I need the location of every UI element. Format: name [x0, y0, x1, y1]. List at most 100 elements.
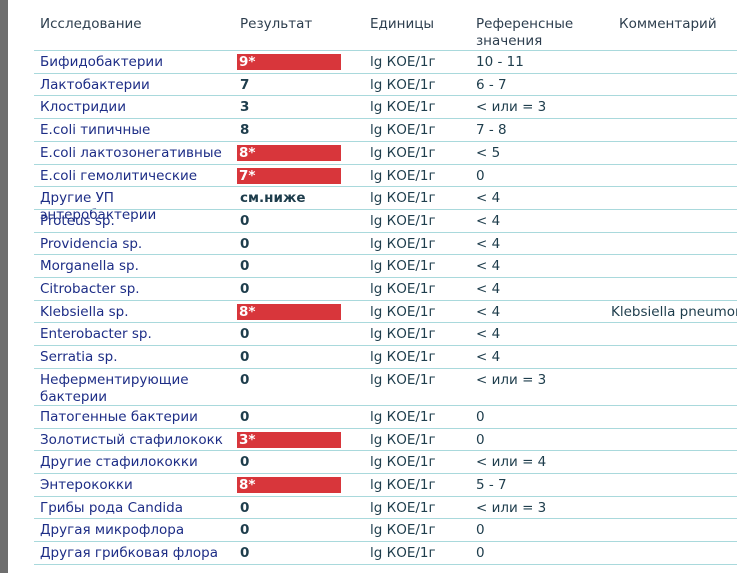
test-name: Другая грибковая флора — [40, 545, 218, 561]
result-value: 0 — [240, 454, 250, 471]
unit: lg КОЕ/1г — [370, 454, 436, 471]
row-separator — [34, 427, 737, 429]
result-value: см.ниже — [240, 190, 306, 207]
row-separator — [34, 186, 737, 188]
row-separator — [34, 563, 737, 565]
unit: lg КОЕ/1г — [370, 76, 436, 93]
row-separator — [34, 208, 737, 210]
reference: < 4 — [476, 190, 501, 207]
test-name: Другие УП энтеробактерии — [40, 190, 157, 224]
unit: lg КОЕ/1г — [370, 212, 436, 229]
reference: 0 — [476, 431, 485, 448]
header-cell: Единицы — [370, 16, 435, 32]
result-value: 0 — [240, 545, 250, 561]
reference: < 5 — [476, 144, 501, 161]
test-name: E.coli лактозонегативные — [40, 144, 222, 161]
test-name: Другая микрофлора — [40, 522, 185, 539]
row-separator — [34, 367, 737, 369]
unit: lg КОЕ/1г — [370, 167, 436, 184]
result-value: 0 — [240, 281, 250, 297]
unit: lg КОЕ/1г — [370, 303, 436, 320]
result-value: 9* — [239, 54, 256, 70]
unit: lg КОЕ/1г — [370, 235, 436, 252]
test-name: Клостридии — [40, 99, 126, 116]
reference: 10 - 11 — [476, 54, 524, 70]
unit: lg КОЕ/1г — [370, 476, 436, 493]
unit: lg КОЕ/1г — [370, 522, 436, 539]
unit: lg КОЕ/1г — [370, 431, 436, 448]
result-value: 8 — [240, 122, 250, 139]
unit: lg КОЕ/1г — [370, 144, 436, 161]
reference: 0 — [476, 545, 485, 561]
result-value: 0 — [240, 371, 250, 388]
row-separator — [34, 277, 737, 278]
reference: < 4 — [476, 281, 501, 297]
row-separator — [34, 95, 737, 97]
test-name: E.coli гемолитические — [40, 167, 198, 184]
unit: lg КОЕ/1г — [370, 545, 436, 561]
comment: Klebsiella pneumoniae — [611, 303, 737, 320]
row-separator — [34, 140, 737, 142]
test-name: Энтерококки — [40, 476, 133, 493]
row-separator — [34, 299, 737, 301]
row-separator — [34, 541, 737, 542]
reference: < или = 3 — [476, 371, 547, 388]
result-value: 0 — [240, 522, 250, 539]
row-separator — [34, 472, 737, 474]
reference: 0 — [476, 167, 485, 184]
result-value: 0 — [240, 212, 250, 229]
test-name: Лактобактерии — [40, 76, 150, 93]
reference: < или = 4 — [476, 454, 547, 471]
test-name: Serratia sp. — [40, 349, 118, 366]
reference: < 4 — [476, 212, 501, 229]
result-value: 3* — [239, 431, 256, 448]
result-value: 0 — [240, 235, 250, 252]
header-cell: Референсные значения — [476, 16, 574, 49]
row-separator — [34, 50, 737, 51]
reference: < 4 — [476, 303, 501, 320]
test-name: Proteus sp. — [40, 212, 115, 229]
result-value: 8* — [239, 476, 256, 493]
test-name: Патогенные бактерии — [40, 408, 198, 425]
row-separator — [34, 495, 737, 497]
result-value: 0 — [240, 349, 250, 366]
reference: < 4 — [476, 235, 501, 252]
unit: lg КОЕ/1г — [370, 54, 436, 70]
header-cell: Комментарий — [619, 16, 717, 32]
flag-highlight — [237, 167, 341, 184]
unit: lg КОЕ/1г — [370, 281, 436, 297]
row-separator — [34, 322, 737, 324]
test-name: Неферментирующие бактерии — [40, 371, 189, 405]
header-cell: Результат — [240, 16, 313, 32]
result-value: 0 — [240, 258, 250, 275]
reference: 0 — [476, 408, 485, 425]
reference: < 4 — [476, 326, 501, 343]
unit: lg КОЕ/1г — [370, 122, 436, 139]
unit: lg КОЕ/1г — [370, 408, 436, 425]
row-separator — [34, 231, 737, 233]
row-separator — [34, 72, 737, 74]
test-name: Enterobacter sp. — [40, 326, 152, 343]
unit: lg КОЕ/1г — [370, 99, 436, 116]
test-name: Klebsiella sp. — [40, 303, 129, 320]
result-value: 0 — [240, 499, 250, 516]
result-value: 0 — [240, 408, 250, 425]
flag-highlight — [237, 431, 341, 448]
side-bar — [0, 0, 8, 573]
flag-highlight — [237, 144, 341, 161]
row-separator — [34, 118, 737, 120]
test-name: E.coli типичные — [40, 122, 151, 139]
reference: < или = 3 — [476, 99, 547, 116]
row-separator — [34, 254, 737, 256]
result-value: 7 — [240, 76, 250, 93]
flag-highlight — [237, 54, 341, 70]
unit: lg КОЕ/1г — [370, 326, 436, 343]
reference: < 4 — [476, 349, 501, 366]
result-value: 8* — [239, 303, 256, 320]
test-name: Providencia sp. — [40, 235, 143, 252]
unit: lg КОЕ/1г — [370, 258, 436, 275]
flag-highlight — [237, 303, 341, 320]
test-name: Золотистый стафилококк — [40, 431, 223, 448]
result-value: 0 — [240, 326, 250, 343]
